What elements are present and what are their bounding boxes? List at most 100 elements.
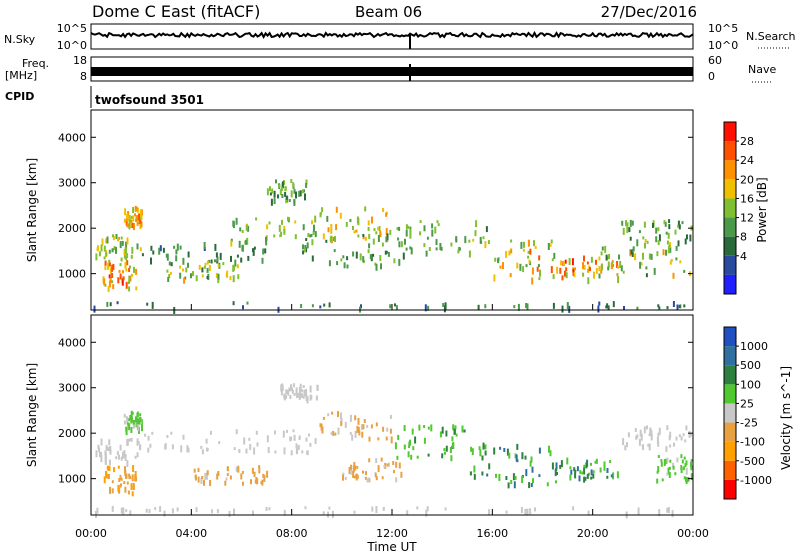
range-cell	[200, 477, 203, 484]
range-cell	[668, 472, 671, 478]
range-cell	[116, 301, 119, 305]
range-cell	[563, 260, 565, 266]
range-cell	[528, 482, 531, 489]
range-cell	[330, 228, 333, 234]
range-cell	[119, 475, 122, 480]
range-cell	[593, 271, 595, 279]
range-cell	[186, 445, 189, 453]
range-cell	[393, 258, 396, 264]
range-cell	[356, 465, 359, 469]
range-cell	[214, 259, 216, 263]
range-cell	[304, 248, 306, 253]
range-cell	[437, 223, 440, 227]
range-cell	[390, 436, 393, 444]
range-cell	[333, 249, 336, 253]
colorbar-segment	[724, 441, 736, 461]
range-cell	[405, 229, 408, 237]
range-cell	[522, 266, 525, 273]
range-cell	[515, 454, 518, 462]
range-cell	[529, 460, 532, 467]
range-cell	[565, 267, 568, 272]
range-cell	[321, 426, 324, 434]
range-cell	[665, 231, 668, 235]
range-cell	[134, 455, 137, 459]
range-cell	[123, 249, 126, 256]
range-cell	[409, 246, 412, 250]
range-cell	[289, 436, 292, 442]
range-cell	[493, 447, 496, 455]
range-cell	[241, 230, 244, 233]
range-cell	[638, 230, 641, 234]
range-cell	[209, 430, 212, 435]
range-cell	[230, 238, 233, 242]
range-cell	[282, 430, 285, 438]
x-tick-label: 04:00	[175, 527, 207, 540]
range-cell	[226, 473, 229, 477]
range-cell	[183, 277, 186, 284]
range-cell	[587, 277, 590, 285]
range-cell	[314, 438, 317, 445]
range-cell	[245, 224, 248, 231]
range-cell	[499, 446, 502, 450]
range-cell	[672, 301, 675, 307]
range-cell	[354, 430, 357, 438]
x-tick-label: 20:00	[577, 527, 609, 540]
range-cell	[280, 231, 283, 237]
range-cell	[381, 242, 384, 247]
range-cell	[287, 216, 289, 221]
x-tick-label: 00:00	[75, 527, 107, 540]
range-cell	[135, 476, 138, 481]
range-cell	[624, 445, 627, 451]
x-tick-label: 16:00	[476, 527, 508, 540]
range-cell	[377, 235, 380, 242]
range-cell	[627, 432, 630, 438]
range-cell	[216, 473, 219, 480]
colorbar-segment	[724, 327, 736, 347]
range-cell	[375, 476, 378, 481]
range-cell	[293, 188, 296, 194]
range-cell	[583, 476, 586, 483]
range-cell	[138, 421, 141, 425]
range-cell	[690, 461, 692, 467]
range-cell	[173, 245, 176, 249]
range-cell	[353, 461, 356, 469]
range-cell	[667, 246, 670, 254]
range-cell	[663, 220, 666, 225]
range-cell	[289, 395, 292, 399]
range-cell	[358, 430, 361, 436]
range-cell	[105, 472, 108, 479]
range-cell	[644, 242, 646, 249]
range-cell	[457, 249, 460, 254]
range-cell	[658, 234, 661, 242]
range-cell	[230, 255, 232, 262]
range-cell	[359, 253, 362, 261]
range-cell	[649, 427, 652, 434]
range-cell	[121, 240, 124, 246]
range-cell	[369, 254, 372, 260]
range-cell	[427, 305, 430, 311]
range-cell	[100, 438, 103, 446]
range-cell	[322, 416, 325, 420]
range-cell	[608, 254, 611, 259]
range-cell	[120, 483, 122, 487]
range-cell	[368, 243, 371, 249]
range-cell	[451, 436, 454, 442]
range-cell	[340, 417, 343, 421]
range-cell	[302, 385, 305, 388]
range-cell	[214, 243, 217, 251]
range-cell	[680, 436, 683, 441]
range-cell	[240, 473, 243, 480]
range-cell	[667, 467, 670, 475]
range-cell	[273, 198, 276, 205]
range-cell	[140, 214, 143, 220]
range-cell	[322, 511, 325, 515]
range-cell	[147, 435, 150, 441]
range-cell	[292, 429, 295, 433]
range-cell	[111, 264, 114, 272]
range-cell	[151, 301, 154, 309]
range-cell	[342, 474, 344, 481]
range-cell	[612, 472, 615, 480]
range-cell	[640, 262, 643, 266]
range-cell	[684, 238, 687, 245]
range-cell	[675, 245, 678, 251]
